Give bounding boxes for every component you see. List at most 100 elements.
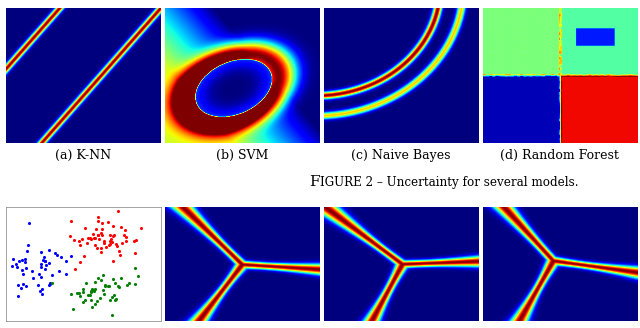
Point [86,297,96,302]
Point [93,232,103,237]
Point [40,258,50,264]
Point [124,281,134,286]
Point [113,249,124,254]
Point [103,283,113,288]
Point [17,257,28,263]
Point [36,275,46,280]
Point [96,245,106,251]
Point [106,233,116,238]
Point [108,232,118,237]
Point [66,218,76,223]
Point [18,271,28,276]
Point [44,282,54,288]
Point [33,282,44,287]
Point [17,267,27,272]
Point [40,266,51,271]
Point [87,287,97,292]
Point [36,261,46,266]
Point [36,249,46,254]
Point [106,236,116,242]
Point [105,239,115,244]
Point [66,253,76,258]
Point [129,281,140,287]
Point [24,220,35,226]
Point [38,257,48,263]
Text: (d) Random Forest: (d) Random Forest [500,149,619,162]
Point [74,290,84,296]
Point [110,280,120,286]
Point [93,232,103,237]
Point [97,227,108,232]
Point [90,280,100,285]
Point [87,304,97,310]
Point [75,294,85,299]
Point [104,284,114,289]
Point [13,282,23,288]
Point [102,219,113,224]
Point [108,223,118,228]
Point [79,253,89,258]
Point [108,233,118,238]
Point [99,238,109,243]
Text: (b) SVM: (b) SVM [216,149,268,162]
Point [19,256,29,261]
Point [97,272,108,277]
Point [36,287,47,292]
Point [20,259,30,264]
Point [116,276,127,281]
Point [20,266,31,271]
Point [113,208,123,213]
Point [54,269,64,274]
Point [116,241,127,246]
Point [18,281,28,286]
Point [101,244,111,250]
Point [100,282,111,288]
Point [40,259,50,264]
Point [91,227,101,232]
Point [86,236,96,242]
Point [44,248,54,253]
Point [108,258,118,263]
Point [24,242,34,247]
Point [84,293,95,298]
Point [78,286,88,291]
Point [44,260,54,266]
Point [8,256,19,262]
Point [111,244,122,249]
Point [82,240,92,245]
Text: IGURE 2 – Uncertainty for several models.: IGURE 2 – Uncertainty for several models… [320,175,579,189]
Point [115,253,125,258]
Point [108,239,118,245]
Point [47,273,57,278]
Point [89,236,99,241]
Point [104,242,114,247]
Point [98,288,108,293]
Point [36,264,46,269]
Point [120,238,131,244]
Text: (a) K-NN: (a) K-NN [56,149,111,162]
Point [65,233,76,238]
Point [97,232,108,237]
Point [107,313,117,318]
Point [92,245,102,251]
Point [90,301,100,307]
Point [75,242,85,247]
Point [68,307,78,312]
Point [96,277,106,283]
Point [114,285,124,290]
Point [109,293,119,298]
Point [45,280,55,286]
Point [111,242,121,247]
Point [100,283,110,289]
Point [99,292,109,297]
Point [92,298,102,303]
Point [132,274,143,279]
Point [13,258,24,263]
Point [41,262,51,268]
Point [34,272,44,277]
Point [13,293,24,298]
Point [61,258,71,263]
Point [86,287,97,292]
Point [66,292,76,297]
Point [111,297,121,302]
